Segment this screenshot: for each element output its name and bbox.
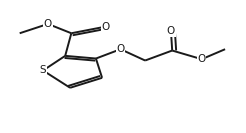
Text: O: O xyxy=(116,44,125,54)
Text: O: O xyxy=(44,19,52,29)
Text: O: O xyxy=(167,26,175,36)
Text: O: O xyxy=(102,22,110,32)
Text: O: O xyxy=(198,54,206,64)
Text: S: S xyxy=(40,65,46,76)
